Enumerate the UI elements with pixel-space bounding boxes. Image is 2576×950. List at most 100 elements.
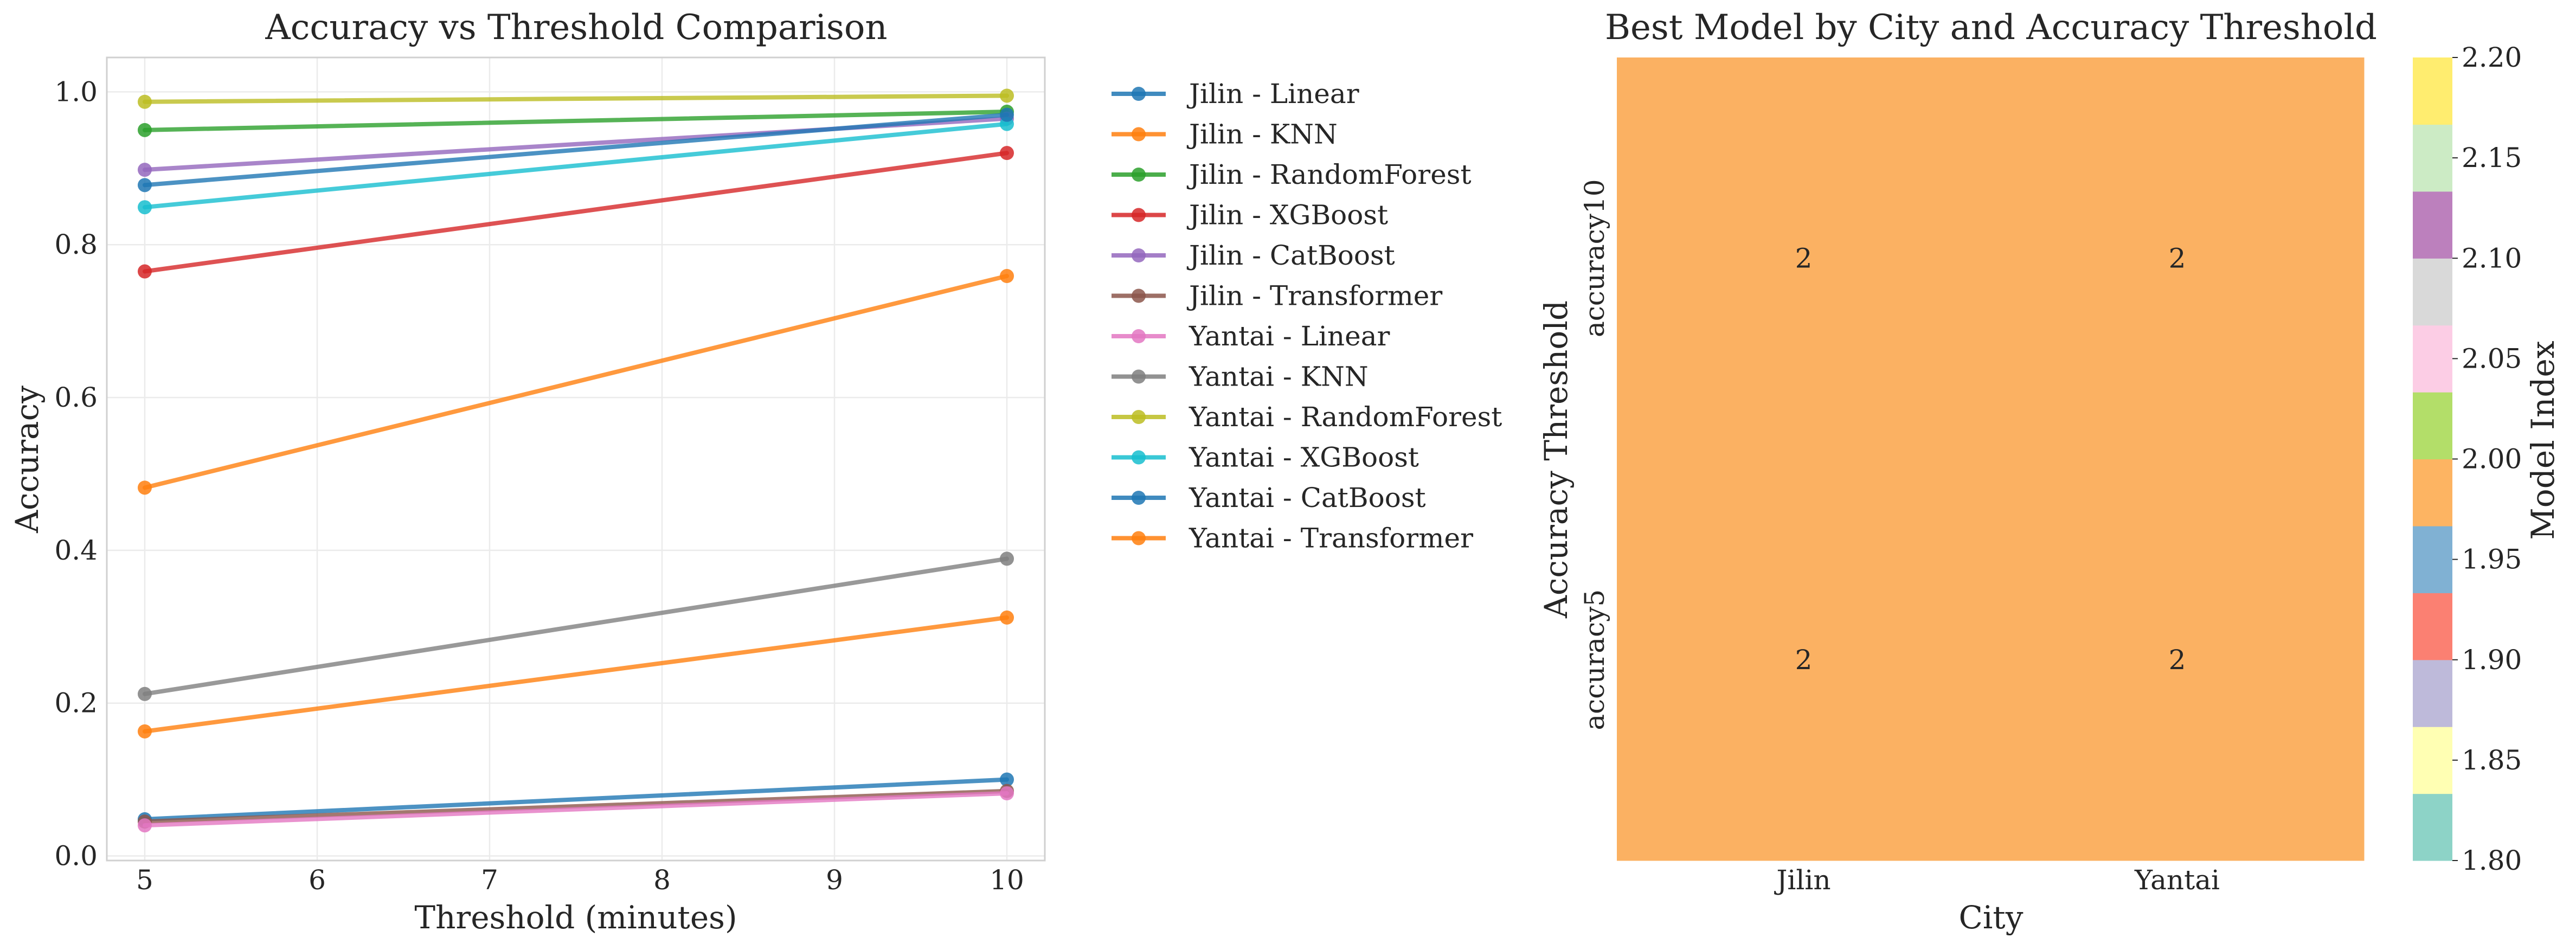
legend-label: Jilin - KNN	[1186, 119, 1338, 150]
series-yantai-knn	[137, 551, 1014, 701]
colorbar-tick-label: 2.20	[2462, 42, 2522, 73]
legend-entry: Yantai - KNN	[1112, 361, 1369, 393]
data-point	[137, 200, 152, 215]
heatmap-cell	[1990, 459, 2365, 861]
heatmap-y-tick-label: accuracy5	[1579, 589, 1610, 730]
colorbar-tick-label: 1.80	[2462, 845, 2522, 876]
line-chart-ticks: 5 6 7 8 9 10 0.0 0.2 0.4 0.6 0.8 1.0	[54, 76, 1024, 896]
colorbar-segment	[2413, 727, 2452, 794]
series-line	[142, 791, 1010, 828]
line-chart-series	[137, 88, 1014, 833]
data-point	[137, 123, 152, 137]
heatmap-x-tick-label: Yantai	[2134, 864, 2220, 896]
colorbar-label: Model Index	[2524, 341, 2561, 540]
data-point	[137, 818, 152, 833]
x-tick-label: 7	[481, 864, 498, 896]
series-line	[142, 556, 1010, 696]
colorbar-tick-label: 2.10	[2462, 242, 2522, 274]
colorbar-segment	[2413, 659, 2452, 727]
legend-entry: Jilin - RandomForest	[1112, 159, 1472, 190]
x-tick-label: 6	[309, 864, 326, 896]
y-tick-label: 0.2	[54, 688, 98, 719]
data-point	[1000, 786, 1014, 800]
line-chart-y-axis-label: Accuracy	[9, 386, 46, 534]
colorbar-segment	[2413, 124, 2452, 192]
legend-entry: Jilin - KNN	[1112, 119, 1338, 150]
colorbar-segment	[2413, 459, 2452, 527]
legend-entry: Yantai - XGBoost	[1112, 442, 1419, 473]
heatmap-y-axis-label: Accuracy Threshold	[1538, 300, 1575, 619]
series-line	[142, 121, 1010, 210]
data-point	[1000, 610, 1014, 625]
legend-label: Yantai - KNN	[1189, 361, 1369, 393]
heatmap-cell	[1617, 57, 1991, 459]
x-tick-label: 9	[826, 864, 843, 896]
y-tick-label: 0.8	[54, 229, 98, 260]
heatmap-x-tick-label: Jilin	[1774, 864, 1830, 896]
heatmap-cell-label: 2	[1795, 644, 1813, 676]
series-line	[142, 615, 1010, 734]
colorbar-tick-label: 1.85	[2462, 744, 2522, 776]
heatmap-cell-label: 2	[2169, 644, 2186, 676]
series-jilin-knn	[137, 610, 1014, 739]
legend-label: Jilin - Transformer	[1186, 280, 1442, 312]
series-line	[142, 788, 1010, 824]
series-line	[142, 112, 1010, 188]
series-line	[142, 110, 1010, 132]
legend-entry: Jilin - Transformer	[1112, 280, 1442, 312]
data-point	[1000, 551, 1014, 566]
data-point	[137, 480, 152, 495]
series-jilin-randomforest	[137, 105, 1014, 137]
series-line	[142, 274, 1010, 490]
line-chart-plot-frame	[106, 56, 1046, 862]
colorbar-segment	[2413, 392, 2452, 460]
legend-marker	[1132, 410, 1146, 424]
series-yantai-linear	[137, 786, 1014, 833]
legend-marker	[1132, 491, 1146, 505]
colorbar-tick-label: 1.90	[2462, 644, 2522, 676]
series-line	[142, 777, 1010, 821]
series-line	[142, 151, 1010, 274]
legend-entry: Yantai - Transformer	[1112, 523, 1473, 554]
x-tick-label: 8	[653, 864, 671, 896]
legend-marker	[1132, 208, 1146, 222]
legend-entry: Jilin - Linear	[1112, 78, 1359, 110]
legend-label: Yantai - XGBoost	[1189, 442, 1419, 473]
data-point	[137, 686, 152, 701]
data-point	[1000, 107, 1014, 122]
data-point	[137, 163, 152, 177]
heatmap-y-tick-label: accuracy10	[1579, 179, 1610, 337]
heatmap-cell-label: 2	[2169, 242, 2186, 274]
data-point	[1000, 88, 1014, 103]
legend-marker	[1132, 168, 1146, 182]
data-point	[137, 94, 152, 109]
legend-marker	[1132, 248, 1146, 262]
heatmap-x-axis-label: City	[1958, 899, 2023, 936]
colorbar-tick-label: 2.15	[2462, 142, 2522, 174]
legend-marker	[1132, 450, 1146, 465]
legend-label: Jilin - CatBoost	[1186, 240, 1395, 271]
line-chart-title: Accuracy vs Threshold Comparison	[265, 8, 887, 48]
legend-entry: Yantai - RandomForest	[1112, 401, 1502, 433]
colorbar-tick-label: 1.95	[2462, 544, 2522, 575]
legend-marker	[1132, 329, 1146, 343]
series-line	[142, 93, 1010, 104]
y-tick-label: 0.6	[54, 382, 98, 413]
legend-label: Yantai - Linear	[1189, 320, 1390, 352]
colorbar: 1.80 1.85 1.90 1.95 2.00 2.05 2.10 2.15 2.20	[2413, 42, 2522, 876]
legend-label: Yantai - Transformer	[1189, 523, 1473, 554]
legend-label: Jilin - Linear	[1186, 78, 1359, 110]
heatmap-cells: 2 2 2 2 Jilin Yantai accuracy10 accuracy5	[1579, 57, 2365, 896]
legend-marker	[1132, 531, 1146, 545]
colorbar-segment	[2413, 191, 2452, 259]
series-yantai-catboost	[137, 107, 1014, 192]
legend-marker	[1132, 288, 1146, 303]
data-point	[1000, 772, 1014, 787]
colorbar-tick-label: 2.00	[2462, 444, 2522, 475]
line-chart-grid	[107, 57, 1045, 861]
heatmap-cell-label: 2	[1795, 242, 1813, 274]
x-tick-label: 10	[990, 864, 1024, 896]
legend-entry: Jilin - CatBoost	[1112, 240, 1395, 271]
series-yantai-randomforest	[137, 88, 1014, 109]
